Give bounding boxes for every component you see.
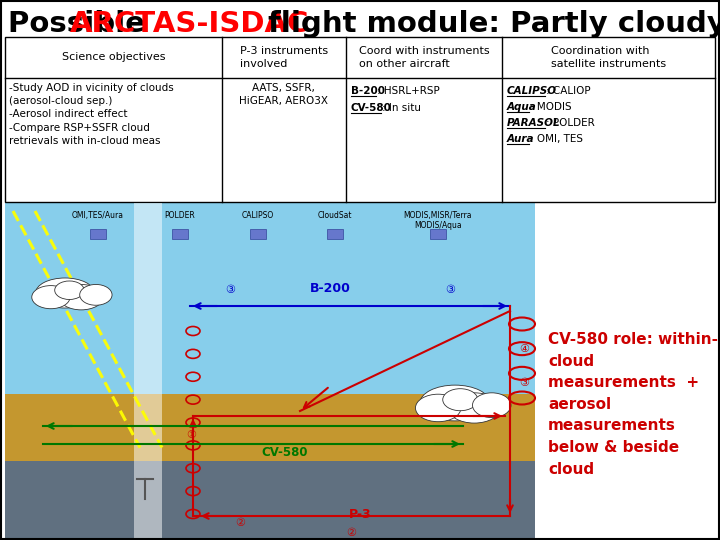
Bar bbox=[5, 394, 535, 464]
Text: Aqua: Aqua bbox=[507, 102, 536, 112]
Text: CV-580: CV-580 bbox=[351, 103, 392, 113]
Text: AATS, SSFR,
HiGEAR, AERO3X: AATS, SSFR, HiGEAR, AERO3X bbox=[239, 83, 328, 106]
Ellipse shape bbox=[420, 385, 490, 421]
Text: : HSRL+RSP: : HSRL+RSP bbox=[377, 86, 440, 96]
Text: CALIPSO: CALIPSO bbox=[507, 86, 557, 96]
Ellipse shape bbox=[472, 393, 511, 417]
Bar bbox=[327, 229, 343, 239]
Ellipse shape bbox=[443, 389, 478, 411]
Text: Coordination with
satellite instruments: Coordination with satellite instruments bbox=[551, 46, 666, 69]
Bar bbox=[5, 461, 535, 538]
Text: P-3: P-3 bbox=[348, 508, 372, 521]
Bar bbox=[250, 229, 266, 239]
Text: CALIPSO: CALIPSO bbox=[242, 211, 274, 220]
Ellipse shape bbox=[448, 393, 500, 423]
Bar bbox=[172, 229, 188, 239]
Ellipse shape bbox=[415, 394, 461, 422]
Bar bbox=[430, 229, 446, 239]
Text: B-200: B-200 bbox=[310, 282, 351, 295]
Text: : POLDER: : POLDER bbox=[546, 118, 595, 128]
Bar bbox=[134, 203, 162, 538]
Text: PARASOL: PARASOL bbox=[507, 118, 561, 128]
Text: CloudSat: CloudSat bbox=[318, 211, 352, 220]
Ellipse shape bbox=[55, 281, 84, 300]
Text: : OMI, TES: : OMI, TES bbox=[530, 134, 582, 144]
Text: ④: ④ bbox=[519, 344, 529, 354]
Text: CV-580: CV-580 bbox=[262, 446, 308, 459]
Text: Science objectives: Science objectives bbox=[61, 52, 165, 63]
Text: Aura: Aura bbox=[507, 134, 534, 144]
Text: OMI,TES/Aura: OMI,TES/Aura bbox=[72, 211, 124, 220]
Ellipse shape bbox=[32, 286, 70, 309]
Text: P-3 instruments
involved: P-3 instruments involved bbox=[240, 46, 328, 69]
Ellipse shape bbox=[80, 285, 112, 305]
Text: : MODIS: : MODIS bbox=[530, 102, 571, 112]
Text: ①: ① bbox=[186, 430, 196, 440]
Ellipse shape bbox=[59, 285, 103, 310]
Text: POLDER: POLDER bbox=[165, 211, 195, 220]
Text: -Study AOD in vicinity of clouds
(aerosol-cloud sep.)
-Aerosol indirect effect
-: -Study AOD in vicinity of clouds (aeroso… bbox=[9, 83, 174, 146]
Text: Coord with instruments
on other aircraft: Coord with instruments on other aircraft bbox=[359, 46, 489, 69]
Bar bbox=[5, 37, 715, 202]
Text: : CALIOP: : CALIOP bbox=[546, 86, 590, 96]
Text: flight module: Partly cloudy: flight module: Partly cloudy bbox=[258, 10, 720, 38]
Text: : In situ: : In situ bbox=[382, 103, 421, 113]
Text: ②: ② bbox=[346, 528, 356, 538]
Text: ③: ③ bbox=[445, 285, 455, 295]
Ellipse shape bbox=[35, 278, 94, 308]
Text: ③: ③ bbox=[519, 378, 529, 388]
Text: ARCTAS-ISDAC: ARCTAS-ISDAC bbox=[70, 10, 310, 38]
Bar bbox=[5, 203, 535, 414]
Text: MODIS,MISR/Terra
MODIS/Aqua: MODIS,MISR/Terra MODIS/Aqua bbox=[404, 211, 472, 231]
Bar bbox=[90, 229, 106, 239]
Text: Possible: Possible bbox=[8, 10, 155, 38]
Text: B-200: B-200 bbox=[351, 86, 384, 96]
Text: ③: ③ bbox=[225, 285, 235, 295]
Text: CV-580 role: within-
cloud
measurements  +
aerosol
measurements
below & beside
c: CV-580 role: within- cloud measurements … bbox=[548, 332, 718, 477]
Text: ②: ② bbox=[235, 518, 245, 528]
